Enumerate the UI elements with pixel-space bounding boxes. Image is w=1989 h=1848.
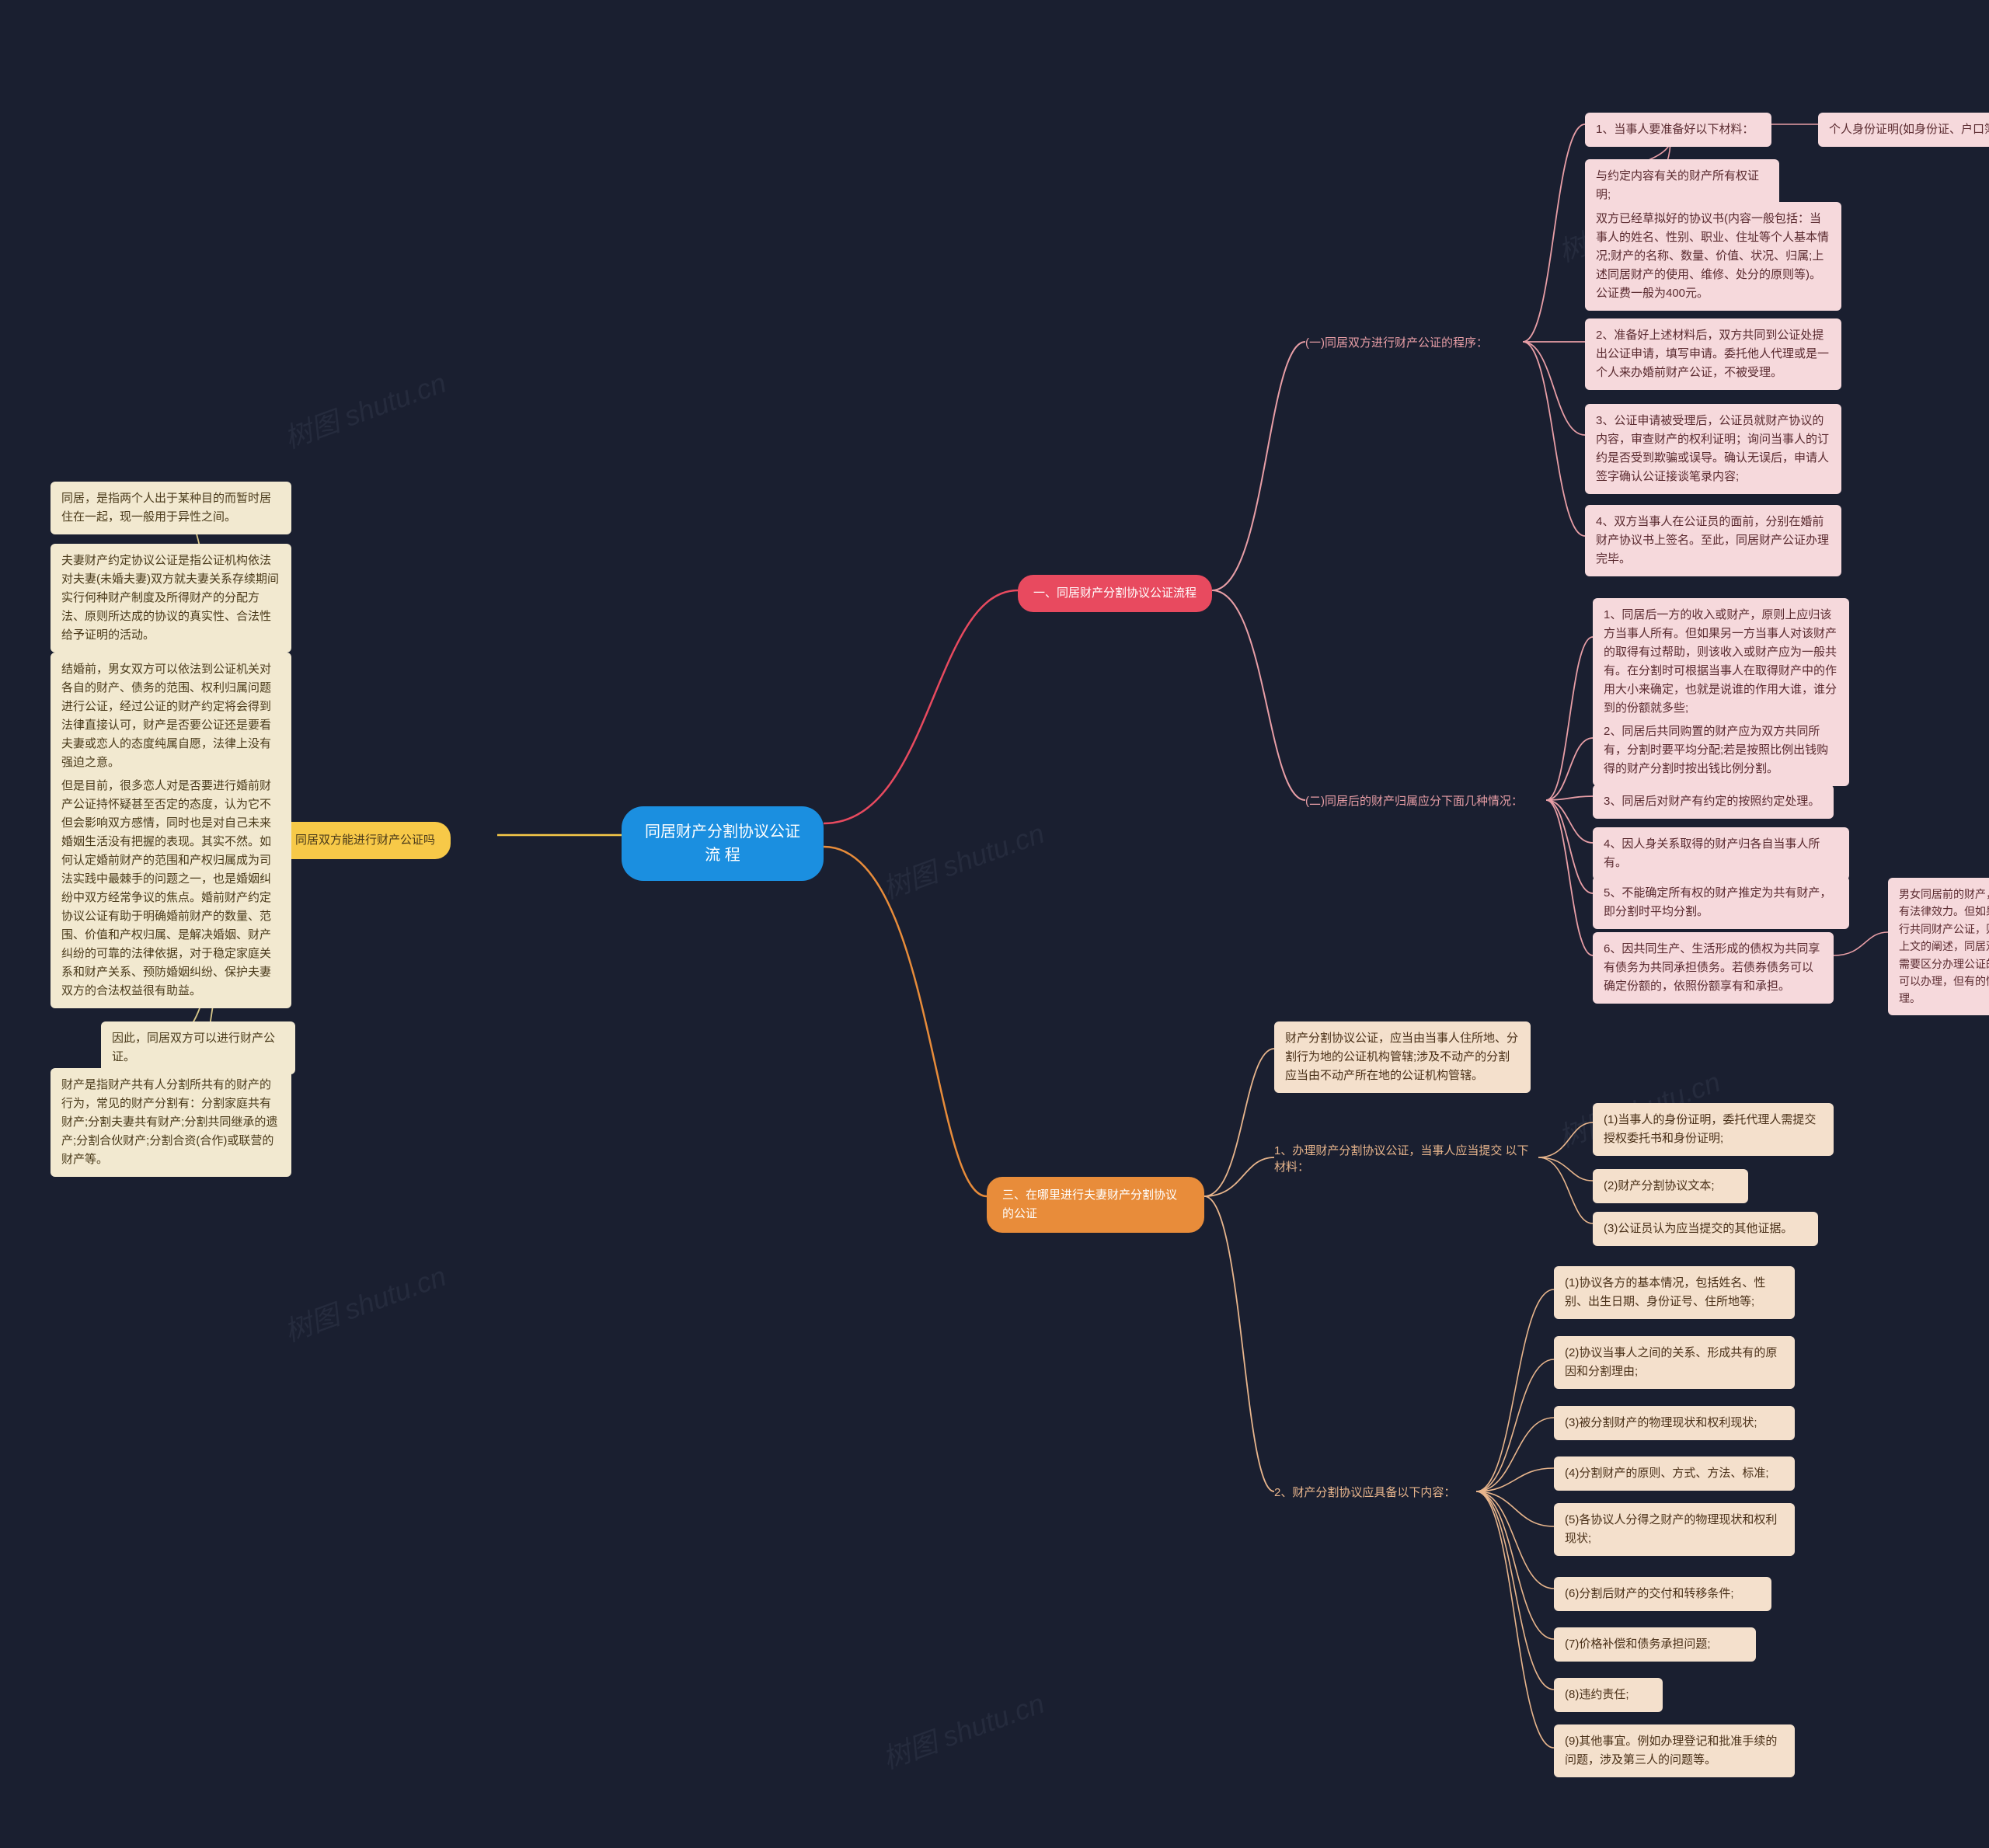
b1s2-i1[interactable]: 1、同居后一方的收入或财产，原则上应归该方当事人所有。但如果另一方当事人对该财产…: [1593, 598, 1849, 726]
b1s2-i6-note[interactable]: 男女同居前的财产，只需所有人单方公证就具有法律效力。但如果在同居期间，一方单独进…: [1888, 878, 1989, 1015]
b1s2-i3[interactable]: 3、同居后对财产有约定的按照约定处理。: [1593, 785, 1834, 819]
branch1-sub2-label[interactable]: (二)同居后的财产归属应分下面几种情况：: [1305, 792, 1523, 809]
b1s1-i2[interactable]: 2、准备好上述材料后，双方共同到公证处提出公证申请，填写申请。委托他人代理或是一…: [1585, 318, 1841, 390]
b3s2-i9[interactable]: (9)其他事宜。例如办理登记和批准手续的问题，涉及第三人的问题等。: [1554, 1724, 1795, 1777]
watermark: 树图 shutu.cn: [876, 1681, 1050, 1777]
b1s1-i1[interactable]: 1、当事人要准备好以下材料：: [1585, 113, 1771, 147]
b2-i2[interactable]: 夫妻财产约定协议公证是指公证机构依法对夫妻(未婚夫妻)双方就夫妻关系存续期间实行…: [51, 544, 291, 653]
b2-i4[interactable]: 但是目前，很多恋人对是否要进行婚前财产公证持怀疑甚至否定的态度，认为它不但会影响…: [51, 769, 291, 1008]
b2-i6[interactable]: 财产是指财产共有人分割所共有的财产的行为，常见的财产分割有：分割家庭共有财产;分…: [51, 1068, 291, 1177]
b2-i5[interactable]: 因此，同居双方可以进行财产公证。: [101, 1021, 295, 1074]
b3s2-i5[interactable]: (5)各协议人分得之财产的物理现状和权利现状;: [1554, 1503, 1795, 1556]
b1s1-i3[interactable]: 3、公证申请被受理后，公证员就财产协议的内容，审查财产的权利证明；询问当事人的订…: [1585, 404, 1841, 494]
b1s1-i1a[interactable]: 个人身份证明(如身份证、户口簿);: [1818, 113, 1989, 147]
root-node[interactable]: 同居财产分割协议公证流 程: [622, 806, 824, 881]
b2-i3[interactable]: 结婚前，男女双方可以依法到公证机关对各自的财产、债务的范围、权利归属问题进行公证…: [51, 653, 291, 780]
b3s2-i6[interactable]: (6)分割后财产的交付和转移条件;: [1554, 1577, 1771, 1611]
b3s2-i4[interactable]: (4)分割财产的原则、方式、方法、标准;: [1554, 1456, 1795, 1491]
b3s1-i2[interactable]: (2)财产分割协议文本;: [1593, 1169, 1748, 1203]
b3-sub2-label[interactable]: 2、财产分割协议应具备以下内容：: [1274, 1484, 1455, 1500]
b3s2-i1[interactable]: (1)协议各方的基本情况，包括姓名、性别、出生日期、身份证号、住所地等;: [1554, 1266, 1795, 1319]
b3s2-i8[interactable]: (8)违约责任;: [1554, 1678, 1663, 1712]
b2-i1[interactable]: 同居，是指两个人出于某种目的而暂时居住在一起，现一般用于异性之间。: [51, 482, 291, 534]
branch-3[interactable]: 三、在哪里进行夫妻财产分割协议 的公证: [987, 1177, 1204, 1233]
b3s1-i3[interactable]: (3)公证员认为应当提交的其他证据。: [1593, 1212, 1818, 1246]
watermark: 树图 shutu.cn: [876, 811, 1050, 907]
b3-head[interactable]: 财产分割协议公证，应当由当事人住所地、分割行为地的公证机构管辖;涉及不动产的分割…: [1274, 1021, 1531, 1093]
b1s1-i1c[interactable]: 双方已经草拟好的协议书(内容一般包括：当事人的姓名、性别、职业、住址等个人基本情…: [1585, 202, 1841, 311]
watermark: 树图 shutu.cn: [278, 1254, 451, 1349]
branch-1[interactable]: 一、同居财产分割协议公证流程: [1018, 575, 1212, 612]
b3s1-i1[interactable]: (1)当事人的身份证明，委托代理人需提交授权委托书和身份证明;: [1593, 1103, 1834, 1156]
b3s2-i7[interactable]: (7)价格补偿和债务承担问题;: [1554, 1627, 1756, 1662]
b1s1-i4[interactable]: 4、双方当事人在公证员的面前，分别在婚前财产协议书上签名。至此，同居财产公证办理…: [1585, 505, 1841, 576]
b1s2-i4[interactable]: 4、因人身关系取得的财产归各自当事人所有。: [1593, 827, 1849, 880]
b1s2-i2[interactable]: 2、同居后共同购置的财产应为双方共同所有，分割时要平均分配;若是按照比例出钱购得…: [1593, 715, 1849, 786]
b1s2-i6[interactable]: 6、因共同生产、生活形成的债权为共同享有债务为共同承担债务。若债券债务可以确定份…: [1593, 932, 1834, 1004]
watermark: 树图 shutu.cn: [278, 360, 451, 456]
b3-sub1-label[interactable]: 1、办理财产分割协议公证，当事人应当提交 以下材料：: [1274, 1142, 1538, 1175]
b3s2-i2[interactable]: (2)协议当事人之间的关系、形成共有的原因和分割理由;: [1554, 1336, 1795, 1389]
b1s2-i5[interactable]: 5、不能确定所有权的财产推定为共有财产，即分割时平均分割。: [1593, 876, 1849, 929]
b3s2-i3[interactable]: (3)被分割财产的物理现状和权利现状;: [1554, 1406, 1795, 1440]
branch1-sub1-label[interactable]: (一)同居双方进行财产公证的程序：: [1305, 334, 1488, 350]
